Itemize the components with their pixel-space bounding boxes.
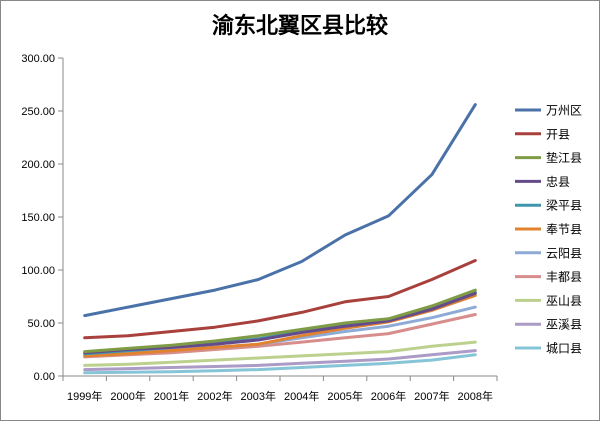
legend-label: 梁平县 [546,198,582,213]
y-tick-label: 250.00 [21,106,55,118]
legend-label: 巫溪县 [546,318,582,332]
legend-label: 忠县 [546,175,570,189]
series-line [83,291,477,355]
chart-title: 渝东北翼区县比较 [211,13,388,39]
legend-label: 城口县 [546,342,582,356]
axes: 0.00 50.00 100.00 150.00 200.00 250.00 300.00 1… [21,53,498,403]
legend-label: 奉节县 [546,223,582,237]
series-line [83,103,477,318]
series-line [83,349,477,372]
y-tick-label: 150.00 [21,212,55,224]
series-line [83,288,477,354]
x-tick-label: 2002年 [197,389,232,403]
series-line [83,353,477,375]
y-tick-label: 200.00 [21,159,55,171]
x-tick-label: 2003年 [241,389,276,403]
x-tick-label: 2005年 [327,389,362,403]
legend-label: 巫山县 [546,294,582,308]
x-tick-label: 2004年 [284,389,319,403]
x-tick-label: 1999年 [67,389,102,403]
series-line [83,340,477,367]
legend-label: 万州区 [546,104,582,118]
legend-label: 云阳县 [546,246,582,260]
y-tick-label: 300.00 [21,53,55,65]
x-tick-label: 2001年 [154,389,189,403]
x-tick-label: 2006年 [371,389,406,403]
y-tick-label: 50.00 [27,318,55,330]
legend-label: 垫江县 [546,150,582,165]
y-tick-label: 0.00 [34,371,55,383]
legend-label: 丰都县 [546,270,582,284]
x-tick-label: 2007年 [414,389,449,403]
series-lines [83,103,477,375]
legend-label: 开县 [546,127,570,141]
x-tick-label: 2008年 [458,389,493,403]
y-tick-label: 100.00 [21,265,55,277]
x-tick-label: 2000年 [110,389,145,403]
series-line [83,259,477,340]
series-line [83,313,477,359]
